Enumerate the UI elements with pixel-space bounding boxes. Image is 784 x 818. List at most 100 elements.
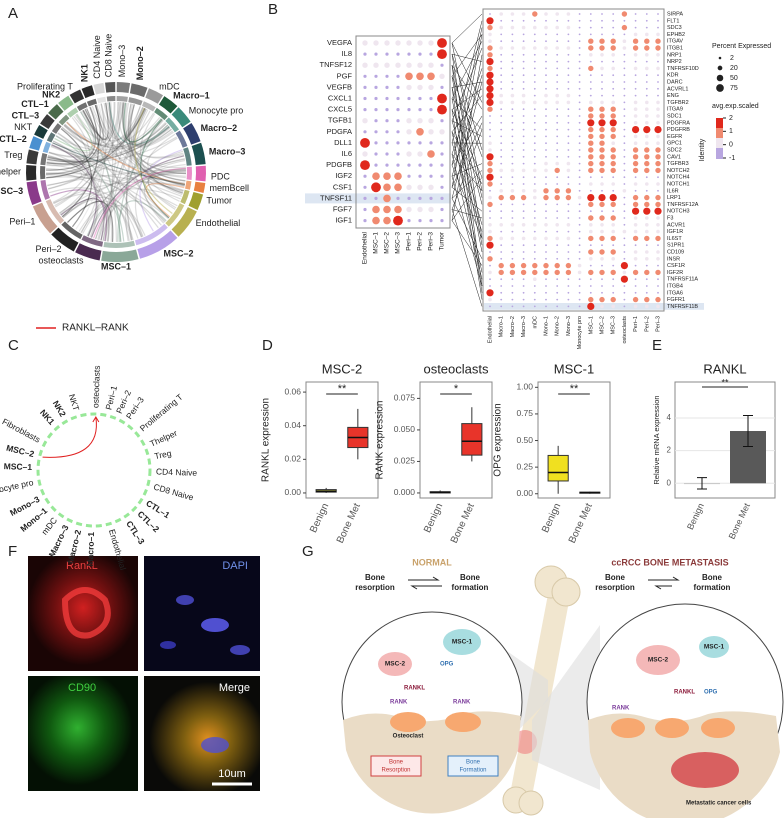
dot (522, 162, 525, 165)
dot (499, 236, 504, 241)
dot (567, 285, 570, 287)
dot (656, 53, 660, 57)
chord (124, 102, 174, 147)
dot (533, 305, 536, 308)
dot (440, 185, 444, 189)
dot (500, 81, 503, 83)
sector-label: NK2 (42, 90, 60, 100)
dot (567, 74, 570, 77)
dot (621, 24, 628, 31)
gene-label: ITGA6 (667, 290, 683, 296)
dot (599, 235, 605, 242)
dot (545, 128, 547, 131)
dot (511, 135, 514, 138)
dot (406, 151, 412, 157)
dot (396, 108, 400, 112)
sector-label: Proliferating T (17, 82, 73, 92)
dot (588, 249, 594, 255)
dot (588, 160, 594, 167)
gene-label: VEGFA (327, 38, 352, 47)
dot (418, 196, 422, 200)
chord (104, 102, 185, 187)
dot (406, 206, 412, 213)
dot (655, 160, 661, 167)
sector-inner (183, 147, 192, 166)
sector-label: Macro–3 (209, 147, 246, 157)
dot (610, 160, 616, 167)
dot (556, 81, 559, 83)
dot (589, 210, 592, 213)
gene-label: CD109 (667, 249, 684, 255)
dot (440, 63, 444, 67)
dot (486, 71, 494, 79)
chord (145, 182, 185, 218)
dot (545, 298, 547, 301)
dot (385, 163, 389, 167)
dot (655, 235, 661, 242)
gene-label: FLT1 (667, 18, 679, 24)
dot (439, 129, 445, 135)
dot (656, 107, 660, 111)
dot (520, 269, 527, 276)
dot (522, 291, 525, 294)
color-bar (716, 128, 723, 139)
dot (645, 107, 649, 111)
panel-letter: F (8, 543, 17, 560)
dot (522, 203, 525, 206)
dot (489, 189, 491, 192)
dot (578, 60, 581, 63)
dot (610, 249, 616, 255)
dot (645, 257, 649, 261)
dot (556, 60, 559, 63)
chord (140, 118, 170, 219)
dot (567, 142, 570, 145)
dot (657, 19, 659, 22)
dot (489, 217, 491, 219)
dot (577, 270, 582, 275)
sector-inner (165, 117, 180, 133)
dot (657, 189, 659, 192)
dot (383, 183, 391, 192)
dot (489, 135, 491, 138)
dot (521, 236, 526, 241)
axis-title: RANKL expression (261, 398, 272, 482)
dot (500, 74, 503, 77)
dot (418, 108, 422, 112)
dot (611, 100, 615, 105)
dot (418, 219, 422, 223)
chord (79, 107, 144, 142)
column-label: Endothelial (362, 231, 369, 264)
x-tick-label: Benign (540, 502, 563, 535)
dot (372, 205, 380, 214)
cell-msc2 (636, 645, 680, 675)
column-label: MSC–2 (384, 232, 391, 254)
dot (522, 278, 525, 281)
dot (489, 13, 491, 15)
dot (612, 13, 615, 15)
dot (500, 53, 503, 56)
chord (108, 102, 124, 138)
chord (52, 140, 99, 238)
chord (46, 143, 84, 166)
dot (396, 130, 400, 134)
dot (578, 223, 581, 226)
legend-label: 2 (729, 115, 733, 122)
dot (522, 230, 525, 233)
chord (102, 102, 122, 241)
sector-outer (58, 95, 74, 111)
dot (567, 19, 570, 22)
column-label: Mono–1 (543, 316, 549, 336)
chord (63, 106, 141, 146)
dot (489, 251, 491, 253)
dot (500, 67, 503, 70)
chord (53, 181, 185, 204)
dot (577, 263, 582, 268)
dot (545, 67, 547, 70)
dot (623, 142, 626, 145)
dot (437, 49, 447, 59)
channel-label: RankL (66, 560, 98, 572)
osteoclast (390, 712, 426, 732)
dot (556, 210, 559, 213)
dot (500, 33, 503, 36)
dot (578, 237, 581, 240)
